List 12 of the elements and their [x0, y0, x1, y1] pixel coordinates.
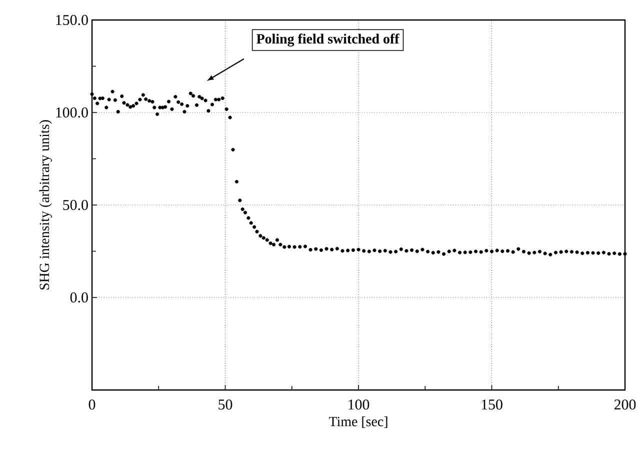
y-tick-label: 0.0 [70, 292, 88, 303]
x-tick-label: 0 [88, 399, 96, 410]
y-tick-label: 50.0 [63, 200, 88, 210]
x-axis-title: Time [sec] [328, 416, 388, 428]
x-tick-label: 150 [482, 399, 502, 410]
y-tick-label: 100.0 [56, 107, 88, 118]
x-tick-label: 200 [614, 399, 636, 410]
y-tick-label: 150.0 [56, 14, 88, 26]
annotation: Poling field switched off [256, 34, 400, 47]
x-tick-label: 100 [348, 399, 370, 410]
y-axis-title: SHG intensity (arbitrary units) [39, 120, 52, 290]
x-tick-label: 50 [218, 399, 232, 410]
